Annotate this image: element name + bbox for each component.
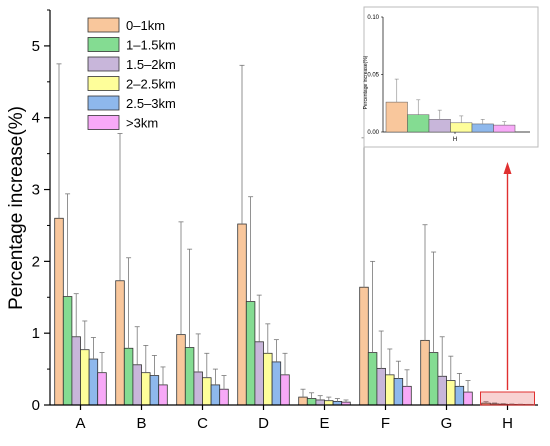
bar [306, 398, 317, 406]
legend-swatch [87, 37, 120, 52]
bar [132, 364, 142, 406]
bar [245, 301, 256, 406]
x-tick-label: C [197, 415, 208, 432]
x-tick-label: B [136, 415, 146, 432]
x-tick-label: F [381, 415, 390, 432]
bar [176, 334, 186, 406]
x-tick-label: H [502, 415, 513, 432]
bar [219, 388, 229, 406]
bar [202, 377, 212, 406]
inset-y-tick-label: 0.05 [367, 73, 379, 79]
bar [280, 374, 290, 406]
bar [115, 280, 125, 406]
y-axis-label: Percentage increase(%) [6, 106, 27, 310]
y-tick-label: 0 [32, 397, 40, 414]
inset-bar [385, 101, 408, 133]
inset-bar [407, 114, 430, 133]
bar [62, 296, 73, 406]
bar [184, 347, 195, 406]
inset-bar [493, 124, 516, 133]
bar [446, 380, 456, 406]
inset-chart: 0.00 0.05 0.10 Percentage increase(%) H [363, 6, 539, 148]
bar [376, 367, 386, 406]
bar [359, 286, 369, 406]
legend-swatch [87, 17, 120, 33]
bar [420, 339, 430, 406]
bar [123, 347, 134, 406]
legend: 0–1km 1–1.5km 1.5–2km 2–2.5km 2.5–3km >3km [87, 17, 176, 131]
bar [428, 352, 439, 406]
inset-bar [450, 122, 473, 133]
inset-x-tick-label: H [453, 137, 457, 143]
highlight-layer [480, 162, 535, 406]
inset-bar [428, 119, 451, 133]
bar [263, 352, 273, 406]
y-tick-label: 4 [32, 110, 40, 127]
legend-label: 1–1.5km [126, 38, 176, 53]
inset-bar [471, 123, 494, 133]
legend-swatch [87, 115, 120, 130]
x-tick-label: E [319, 415, 329, 432]
legend-label: >3km [126, 116, 158, 131]
x-tick-label: A [75, 415, 85, 432]
y-tick-label: 3 [32, 182, 40, 199]
y-tick-label: 2 [32, 253, 40, 270]
x-tick-label: D [258, 415, 269, 432]
inset-y-tick-label: 0.00 [367, 130, 379, 136]
highlight-box [480, 391, 535, 406]
bar [393, 378, 404, 406]
bar [254, 341, 264, 406]
legend-label: 2.5–3km [126, 96, 176, 111]
bar [158, 384, 168, 406]
legend-swatch [87, 56, 120, 72]
legend-swatch [87, 76, 120, 91]
x-tick-label: G [441, 415, 453, 432]
bar [80, 349, 90, 406]
y-tick-label: 5 [32, 38, 40, 55]
bar [402, 385, 412, 406]
bar [271, 361, 282, 406]
bar [315, 399, 325, 406]
legend-label: 2–2.5km [126, 77, 176, 92]
bar [193, 371, 203, 406]
inset-y-axis-label: Percentage increase(%) [363, 55, 369, 109]
bar [454, 385, 465, 406]
bar [367, 352, 378, 406]
bar [463, 391, 473, 406]
bar [54, 217, 64, 406]
bar [237, 223, 247, 406]
y-tick-label: 1 [32, 325, 40, 342]
legend-label: 0–1km [126, 18, 165, 33]
inset-y-tick-label: 0.10 [367, 15, 379, 21]
legend-label: 1.5–2km [126, 57, 176, 72]
bar [437, 375, 447, 406]
bar [141, 372, 151, 406]
axes-layer: 0 1 2 3 4 5 A B C D E F G H [32, 9, 538, 432]
bar [97, 372, 107, 406]
bar [324, 400, 334, 406]
bar [385, 374, 395, 406]
bar [88, 358, 99, 406]
highlight-arrowhead [503, 162, 512, 174]
bar [298, 396, 308, 406]
legend-swatch [87, 95, 120, 111]
bar [71, 336, 81, 406]
bar [210, 384, 221, 406]
bar [149, 375, 160, 406]
